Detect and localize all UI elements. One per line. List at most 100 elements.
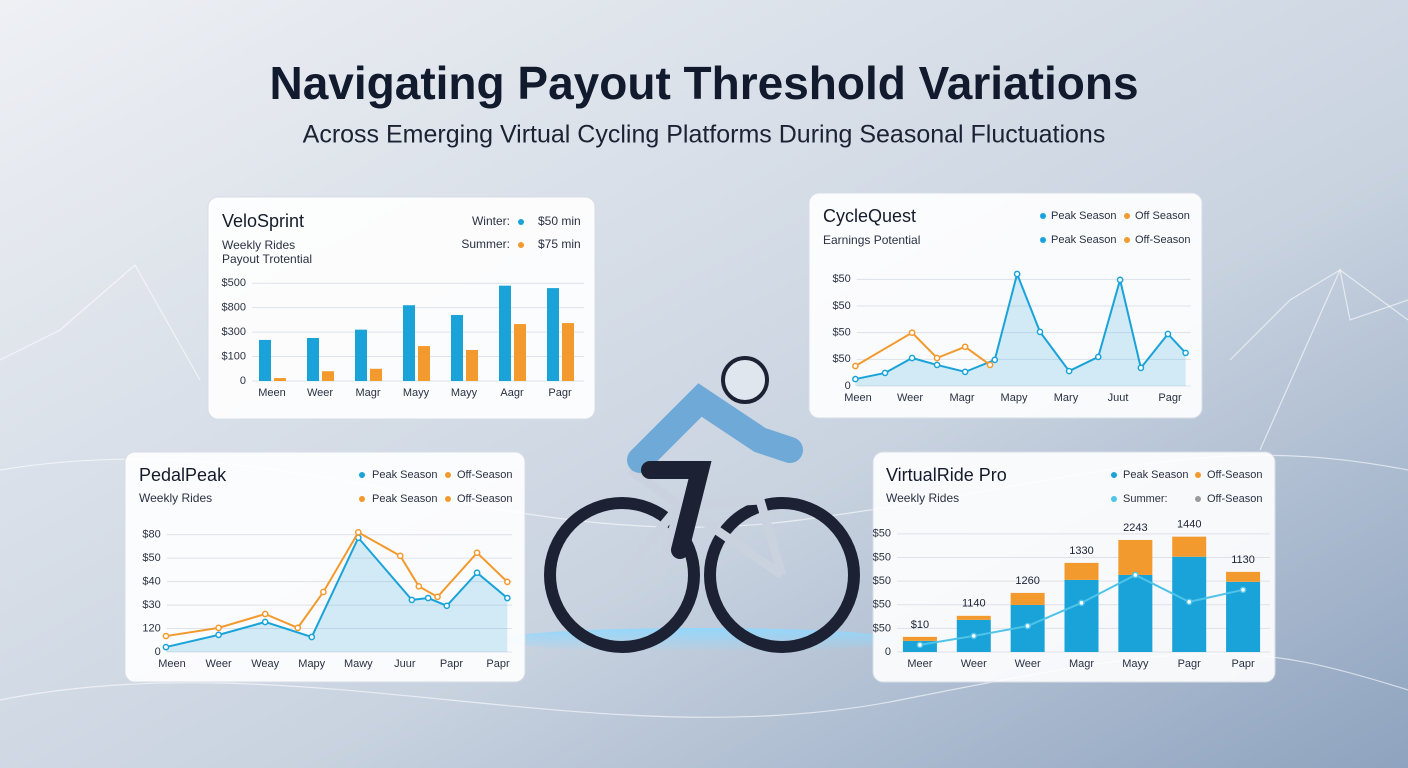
line-point bbox=[961, 343, 969, 351]
line-point bbox=[473, 569, 481, 577]
line-point bbox=[933, 361, 941, 369]
line-point bbox=[1024, 622, 1031, 630]
line-point bbox=[1137, 364, 1145, 372]
x-tick-label: Meen bbox=[158, 658, 186, 670]
y-tick-label: $100 bbox=[222, 350, 246, 362]
legend-swatch bbox=[445, 472, 451, 478]
line-point bbox=[881, 369, 889, 377]
line-point bbox=[294, 624, 302, 632]
line-point bbox=[473, 549, 481, 557]
legend-swatch bbox=[1124, 237, 1130, 243]
line-point bbox=[908, 354, 916, 362]
y-tick-label: $50 bbox=[873, 551, 891, 563]
bar-annotation: 1260 bbox=[1015, 575, 1039, 587]
chart-title: VeloSprint bbox=[222, 211, 304, 231]
x-tick-label: Mary bbox=[1054, 392, 1079, 404]
bar-segment bbox=[1172, 536, 1207, 557]
line-point bbox=[961, 368, 969, 376]
bar bbox=[307, 337, 319, 381]
bar-segment bbox=[1226, 581, 1261, 652]
y-tick-label: $500 bbox=[222, 277, 246, 289]
x-tick-label: Pagr bbox=[548, 387, 572, 399]
line-area bbox=[165, 537, 508, 652]
line-point bbox=[434, 593, 441, 601]
legend-label: Peak Season bbox=[1123, 469, 1188, 481]
x-tick-label: Aagr bbox=[500, 387, 524, 399]
legend-swatch bbox=[1195, 496, 1201, 502]
line-point bbox=[443, 602, 451, 610]
legend-swatch bbox=[518, 219, 524, 225]
bar bbox=[562, 323, 574, 381]
legend-swatch bbox=[1195, 472, 1201, 478]
line-point bbox=[1185, 598, 1193, 606]
bar bbox=[418, 346, 430, 381]
bar-annotation: 1330 bbox=[1069, 545, 1093, 557]
line-point bbox=[424, 594, 432, 602]
series-line bbox=[165, 535, 508, 649]
x-tick-label: Weer bbox=[1015, 658, 1041, 670]
legend-label: Summer: bbox=[1123, 493, 1168, 505]
bar bbox=[514, 324, 526, 381]
legend-swatch bbox=[445, 496, 451, 502]
bar bbox=[547, 288, 559, 381]
y-tick-label: $50 bbox=[873, 599, 891, 611]
x-tick-label: Papr bbox=[1231, 658, 1255, 670]
x-tick-label: Meer bbox=[907, 658, 932, 670]
bar-segment bbox=[1010, 592, 1045, 605]
bar-segment bbox=[956, 615, 991, 620]
x-tick-label: Mayy bbox=[451, 387, 478, 399]
legend-swatch bbox=[359, 472, 365, 478]
line-point bbox=[991, 356, 999, 364]
x-tick-label: Juut bbox=[1108, 392, 1129, 404]
chart-title: PedalPeak bbox=[139, 465, 227, 485]
bar-segment bbox=[902, 636, 937, 641]
y-tick-label: $50 bbox=[832, 300, 850, 312]
y-tick-label: $80 bbox=[142, 529, 160, 541]
line-point bbox=[320, 588, 327, 596]
y-tick-label: $50 bbox=[873, 622, 891, 634]
x-tick-label: Papr bbox=[440, 658, 464, 670]
y-tick-label: $40 bbox=[142, 576, 160, 588]
y-tick-label: $800 bbox=[222, 302, 246, 314]
cyclist bbox=[500, 356, 900, 653]
line-point bbox=[215, 624, 222, 632]
legend-label: Off Season bbox=[1135, 210, 1190, 222]
line-point bbox=[970, 632, 978, 640]
bar-annotation: $10 bbox=[911, 619, 929, 631]
line-point bbox=[354, 529, 362, 536]
line-point bbox=[1164, 330, 1172, 338]
bar bbox=[259, 339, 271, 381]
y-tick-label: $50 bbox=[832, 327, 850, 339]
legend-swatch bbox=[1040, 237, 1046, 243]
line-point bbox=[162, 632, 170, 640]
line-point bbox=[1116, 276, 1124, 284]
line-point bbox=[916, 641, 924, 649]
bar-annotation: 1130 bbox=[1231, 554, 1255, 566]
legend-swatch bbox=[1124, 213, 1130, 219]
x-tick-label: Mawy bbox=[344, 658, 373, 670]
y-tick-label: 0 bbox=[885, 646, 891, 658]
bar-segment bbox=[1064, 579, 1099, 652]
page-subtitle: Across Emerging Virtual Cycling Platform… bbox=[303, 121, 1106, 149]
legend-label: Peak Season bbox=[372, 469, 437, 481]
x-tick-label: Meen bbox=[844, 392, 872, 404]
legend-swatch bbox=[1111, 496, 1117, 502]
panel-card bbox=[124, 451, 526, 683]
line-point bbox=[261, 618, 269, 626]
y-tick-label: 120 bbox=[142, 622, 160, 634]
chart-subtitle: Weekly Rides bbox=[139, 491, 212, 505]
y-tick-label: $50 bbox=[873, 575, 891, 587]
line-point bbox=[1239, 586, 1247, 594]
bar bbox=[451, 315, 463, 381]
bar bbox=[355, 329, 367, 381]
bar bbox=[466, 349, 478, 381]
line-point bbox=[1094, 353, 1102, 361]
bar-annotation: 1440 bbox=[1177, 519, 1201, 531]
legend-label: Peak Season bbox=[1051, 210, 1116, 222]
bar-segment bbox=[1064, 562, 1099, 580]
legend-label: Off-Season bbox=[1207, 469, 1262, 481]
x-tick-label: Mapy bbox=[1001, 392, 1028, 404]
bar-annotation: 1140 bbox=[962, 598, 986, 610]
